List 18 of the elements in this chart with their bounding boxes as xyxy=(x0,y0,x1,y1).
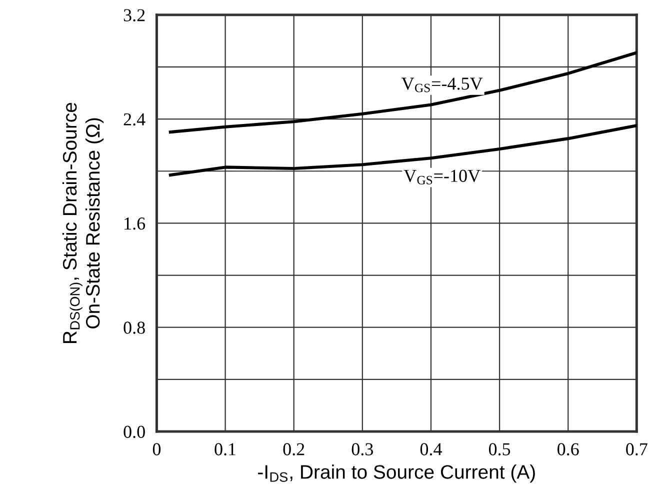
series-label: V$_{GS}$=-10V xyxy=(404,170,480,184)
x-tick-label: 0.1 xyxy=(214,443,236,456)
y-tick-label: 0.0 xyxy=(124,426,145,438)
y-tick-label: 3.2 xyxy=(124,9,145,22)
y-axis-title: R$_{DS(ON)}$, Static Drain-Source On-State Resistance (Ω) xyxy=(62,102,104,343)
series-label: V$_{GS}$=-4.5V xyxy=(401,78,483,92)
x-tick-label: 0 xyxy=(152,443,161,456)
x-tick-label: 0.6 xyxy=(558,443,579,456)
y-tick-label: 1.6 xyxy=(124,218,146,230)
x-tick-label: 0.7 xyxy=(626,443,648,456)
x-tick-label: 0.2 xyxy=(283,443,304,456)
x-axis-title: -I$_{DS}$, Drain to Source Current (A) xyxy=(258,464,535,483)
y-tick-label: 2.4 xyxy=(124,113,146,126)
x-tick-label: 0.5 xyxy=(488,443,510,456)
x-tick-label: 0.4 xyxy=(420,443,442,456)
line-series xyxy=(168,51,637,134)
x-tick-label: 0.3 xyxy=(352,443,373,456)
y-tick-label: 0.8 xyxy=(124,322,145,334)
